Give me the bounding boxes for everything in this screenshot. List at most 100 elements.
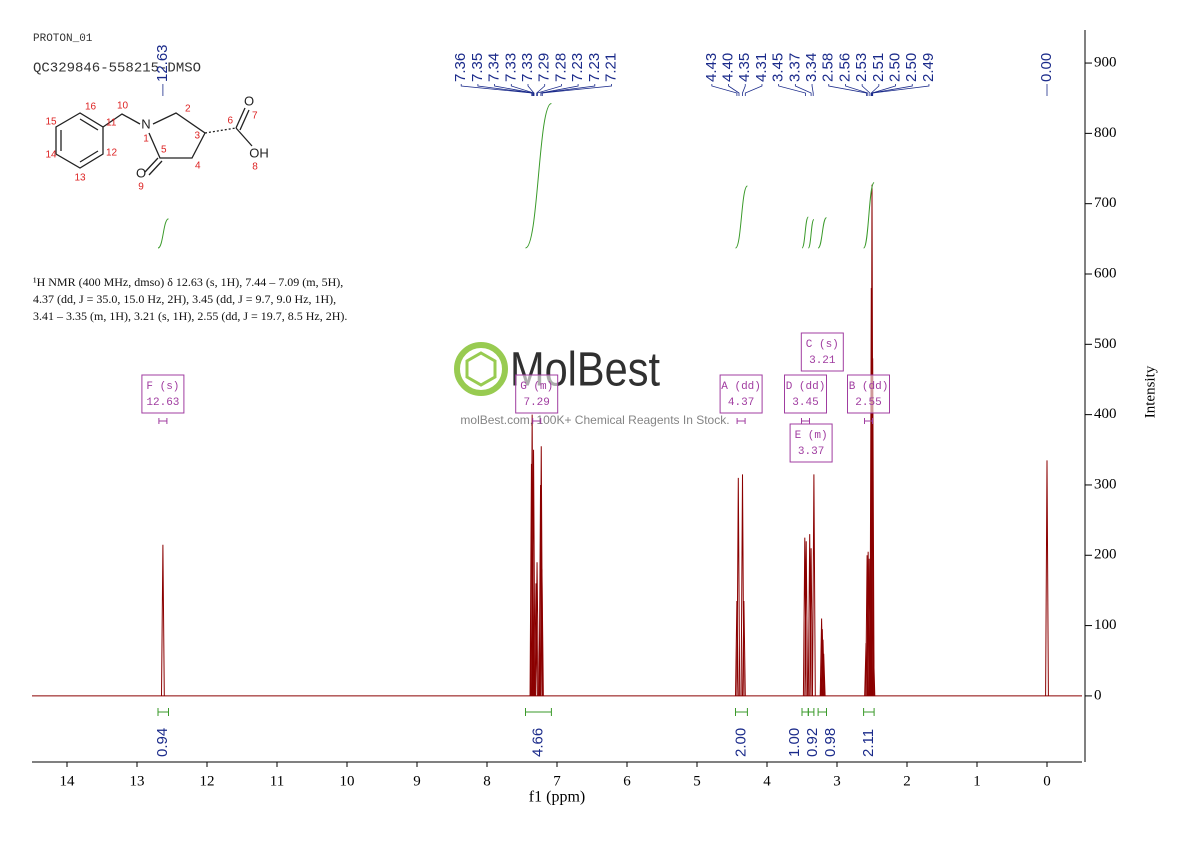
peak-label: 4.40 <box>720 53 737 82</box>
bond <box>204 127 237 134</box>
peak-connector <box>872 84 930 96</box>
x-tick-label: 3 <box>833 773 841 789</box>
peak-label: 7.33 <box>502 53 519 82</box>
peak-label: 7.21 <box>602 53 619 82</box>
x-tick-label: 9 <box>413 773 421 789</box>
peak-connector <box>477 84 533 96</box>
peak-label: 3.37 <box>786 53 803 82</box>
peak <box>161 544 165 696</box>
x-tick-label: 14 <box>60 773 76 789</box>
peak-connector <box>744 84 763 96</box>
atom-number: 6 <box>227 116 233 127</box>
peak-label: 2.51 <box>870 53 887 82</box>
x-tick-label: 8 <box>483 773 491 789</box>
peak-connector <box>845 84 869 96</box>
multiplet-box <box>800 332 844 372</box>
peak-label: 4.43 <box>703 53 720 82</box>
y-tick-label: 600 <box>1094 265 1117 281</box>
multiplet-name: A (dd) <box>721 381 761 393</box>
multiplet-name: C (s) <box>806 339 839 351</box>
peak-label: 4.31 <box>753 53 770 82</box>
multiplet-box <box>847 374 890 414</box>
x-tick-label: 5 <box>693 773 701 789</box>
peak-connector <box>541 84 612 96</box>
peak-label: 7.23 <box>586 53 603 82</box>
peak-label: 7.23 <box>569 53 586 82</box>
peak-label: 4.35 <box>736 53 753 82</box>
multiplet-name: B (dd) <box>849 381 889 393</box>
peak-connector <box>811 84 814 96</box>
multiplet-box <box>789 423 833 463</box>
peak <box>540 569 544 696</box>
multiplet-name: F (s) <box>146 381 179 393</box>
peak-label: 2.50 <box>887 53 904 82</box>
x-tick-label: 0 <box>1043 773 1051 789</box>
experiment-name: PROTON_01 <box>33 33 93 45</box>
peak <box>742 600 746 696</box>
integral-curve <box>863 182 875 249</box>
peak-connector <box>460 84 533 96</box>
y-tick-label: 700 <box>1094 195 1117 211</box>
multiplet-shift: 3.21 <box>809 355 836 367</box>
multiplet-name: G (m) <box>520 381 553 393</box>
x-tick-label: 7 <box>553 773 561 789</box>
integral-curve <box>525 103 552 249</box>
peak-connector <box>536 84 546 96</box>
peak-connector <box>527 84 535 96</box>
bond <box>148 160 163 176</box>
x-tick-label: 4 <box>763 773 771 789</box>
atom-number: 9 <box>138 182 144 193</box>
integral-curve <box>807 218 815 249</box>
multiplet-bracket <box>532 418 542 424</box>
atom-number: 14 <box>45 150 57 161</box>
y-tick-label: 100 <box>1094 617 1117 633</box>
x-tick-label: 1 <box>973 773 981 789</box>
y-tick-label: 400 <box>1094 406 1117 422</box>
sample-name: QC329846-558215-DMSO <box>33 61 201 77</box>
atom-label: O <box>136 165 146 180</box>
integral-label: 0.98 <box>822 728 839 757</box>
description-line: ¹H NMR (400 MHz, dmso) δ 12.63 (s, 1H), … <box>33 275 343 289</box>
bond <box>235 107 246 129</box>
multiplet-box <box>141 374 185 414</box>
logo-hexagon <box>465 351 497 387</box>
atom-number: 7 <box>252 111 258 122</box>
integral-bracket <box>735 708 748 716</box>
peak-label: 7.28 <box>552 53 569 82</box>
peak <box>1045 460 1049 696</box>
peak <box>531 449 536 696</box>
integral-label: 2.11 <box>860 729 877 757</box>
peak-label: 12.63 <box>154 44 171 82</box>
bond <box>144 157 159 173</box>
x-tick-label: 2 <box>903 773 911 789</box>
integral-label: 0.94 <box>154 728 171 757</box>
multiplet-box <box>784 374 827 414</box>
multiplet-bracket <box>864 418 873 424</box>
peak-connector <box>794 84 812 96</box>
atom-number: 12 <box>106 148 118 159</box>
atom-number: 5 <box>161 145 167 156</box>
integral-label: 0.92 <box>804 728 821 757</box>
multiplet-shift: 3.37 <box>798 446 824 458</box>
peak-connector <box>870 84 880 96</box>
bond <box>79 150 99 163</box>
peak <box>534 583 538 696</box>
peak-connector <box>537 84 562 96</box>
multiplet-name: D (dd) <box>786 381 826 393</box>
y-tick-label: 0 <box>1094 687 1102 703</box>
peak-connector <box>871 84 896 96</box>
y-tick-label: 500 <box>1094 336 1117 352</box>
peak-connector <box>861 84 871 96</box>
integral-curve <box>157 218 169 249</box>
peak-label: 2.49 <box>920 53 937 82</box>
multiplet-shift: 7.29 <box>523 397 549 409</box>
peak-label: 7.36 <box>452 53 469 82</box>
y-tick-label: 900 <box>1094 54 1117 70</box>
multiplet-bracket <box>158 418 168 424</box>
integral-bracket <box>807 708 815 716</box>
peak <box>736 477 741 696</box>
multiplet-bracket <box>801 418 810 424</box>
multiplet-box <box>515 374 559 414</box>
atom-number: 1 <box>143 134 149 145</box>
